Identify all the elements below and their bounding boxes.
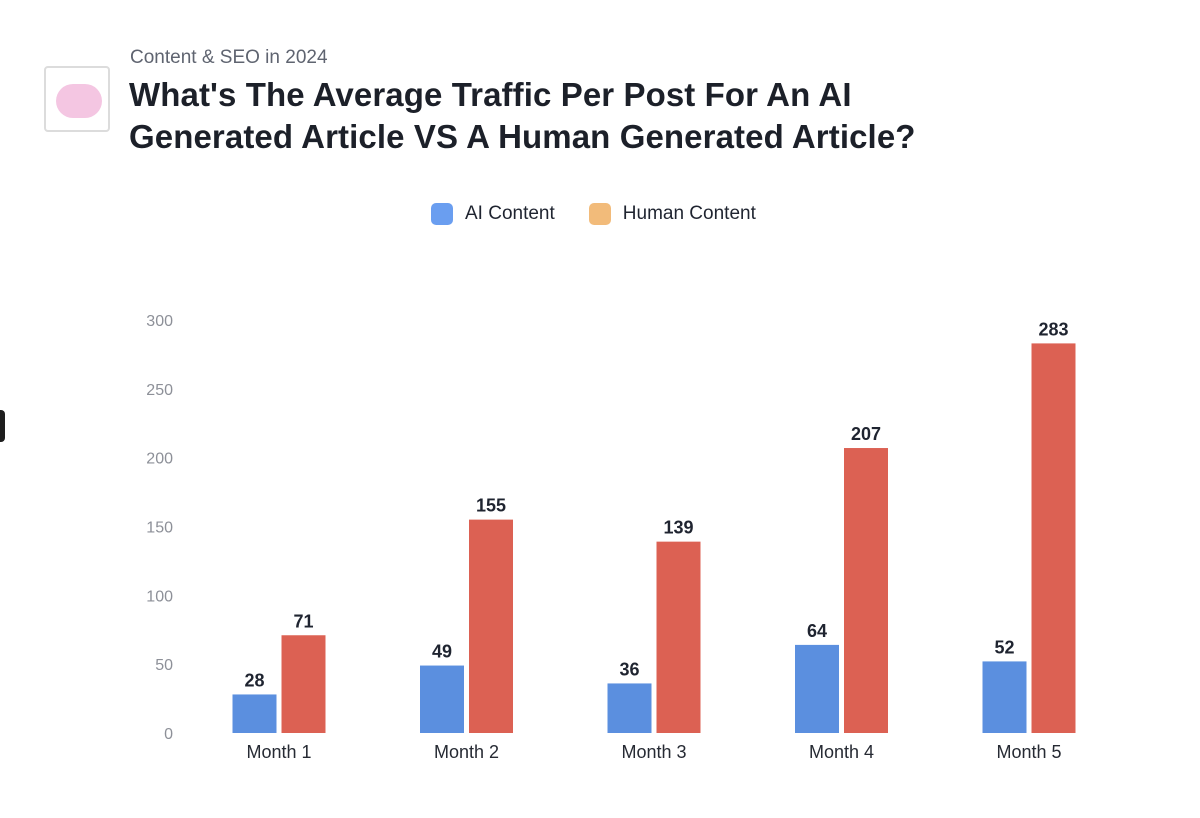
x-category-label: Month 1	[246, 742, 311, 762]
human-content-bar[interactable]	[1031, 343, 1076, 733]
logo	[44, 66, 110, 132]
human-value-label: 155	[476, 496, 506, 516]
legend-item-human[interactable]: Human Content	[588, 203, 756, 225]
chart-subtitle: Content & SEO in 2024	[130, 47, 328, 68]
x-category-label: Month 2	[434, 742, 499, 762]
y-tick-label: 200	[146, 451, 173, 468]
y-tick-label: 250	[146, 382, 173, 399]
side-panel-handle[interactable]	[0, 410, 5, 442]
y-tick-label: 0	[164, 726, 173, 743]
y-tick-label: 300	[146, 313, 173, 330]
x-category-label: Month 4	[809, 742, 874, 762]
legend: AI Content Human Content	[431, 203, 790, 225]
ai-content-bar[interactable]	[795, 644, 839, 733]
x-category-label: Month 3	[621, 742, 686, 762]
x-category-label: Month 5	[996, 742, 1061, 762]
human-value-label: 283	[1038, 319, 1068, 339]
ai-content-bar[interactable]	[607, 683, 652, 733]
legend-item-ai[interactable]: AI Content	[431, 203, 555, 225]
human-content-bar[interactable]	[469, 519, 513, 733]
legend-label-ai: AI Content	[465, 203, 555, 224]
legend-label-human: Human Content	[622, 203, 756, 224]
y-tick-label: 50	[155, 657, 173, 674]
human-content-bar[interactable]	[844, 448, 888, 733]
ai-value-label: 52	[994, 637, 1014, 657]
legend-swatch-ai	[431, 203, 453, 225]
ai-value-label: 49	[432, 642, 452, 662]
human-content-bar[interactable]	[656, 541, 701, 733]
ai-content-bar[interactable]	[420, 665, 464, 733]
y-tick-label: 150	[146, 520, 173, 537]
ai-content-bar[interactable]	[232, 694, 277, 733]
ai-content-bar[interactable]	[982, 661, 1027, 733]
ai-value-label: 64	[807, 621, 827, 641]
pink-blob-logo-icon	[56, 84, 102, 118]
human-value-label: 139	[663, 518, 693, 538]
human-value-label: 71	[293, 611, 313, 631]
human-content-bar[interactable]	[281, 635, 326, 733]
legend-swatch-human	[588, 203, 611, 225]
ai-value-label: 28	[244, 670, 264, 690]
human-value-label: 207	[851, 424, 881, 444]
chart-title: What's The Average Traffic Per Post For …	[129, 76, 916, 155]
y-tick-label: 100	[146, 588, 173, 605]
ai-value-label: 36	[619, 659, 639, 679]
